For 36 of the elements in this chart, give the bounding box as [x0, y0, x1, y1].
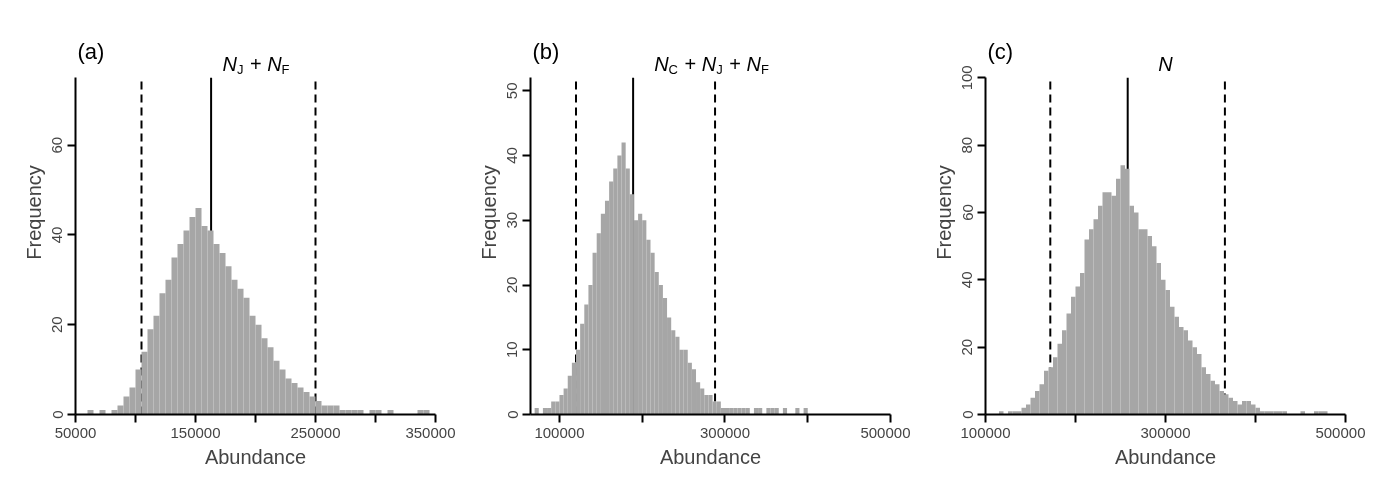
y-tick-label: 40 [958, 271, 976, 289]
y-tick-label: 40 [503, 147, 521, 164]
y-tick-label: 40 [48, 226, 66, 244]
text: (b) [532, 38, 560, 64]
x-tick-label: 50000 [54, 423, 97, 441]
x-tick-label: 500000 [860, 423, 911, 441]
y-tick-label: 20 [503, 276, 521, 294]
x-tick-label: 250000 [290, 423, 341, 441]
y-tick-label: 50 [503, 82, 521, 100]
x-tick-label: 500000 [1315, 423, 1366, 441]
x-tick-label: 300000 [1140, 423, 1191, 441]
x-tick-label: 300000 [699, 423, 751, 441]
text: (a) [77, 38, 105, 64]
x-tick-label: 150000 [170, 423, 221, 441]
y-tick-label: 10 [503, 341, 521, 359]
y-tick-label: 0 [48, 410, 66, 419]
y-tick-label: 60 [958, 204, 976, 221]
y-axis-title: Frequency [932, 165, 955, 260]
chart-title: N [1158, 52, 1174, 75]
y-axis-title: Frequency [477, 165, 500, 260]
x-tick-label: 100000 [534, 423, 585, 441]
x-axis-title: Abundance [1114, 445, 1217, 468]
y-tick-label: 20 [48, 316, 66, 334]
x-tick-label: 350000 [405, 423, 456, 441]
y-tick-label: 0 [958, 410, 976, 419]
x-tick-label: 100000 [960, 423, 1011, 441]
y-tick-label: 0 [503, 410, 521, 419]
x-axis-title: Abundance [659, 445, 762, 468]
y-tick-label: 100 [958, 65, 976, 91]
y-tick-label: 30 [503, 211, 521, 229]
y-tick-label: 80 [958, 136, 976, 154]
y-tick-label: 20 [958, 338, 976, 356]
y-tick-label: 60 [48, 136, 66, 154]
y-axis-title: Frequency [22, 165, 45, 260]
text: (c) [987, 38, 1014, 64]
x-axis-title: Abundance [204, 445, 307, 468]
